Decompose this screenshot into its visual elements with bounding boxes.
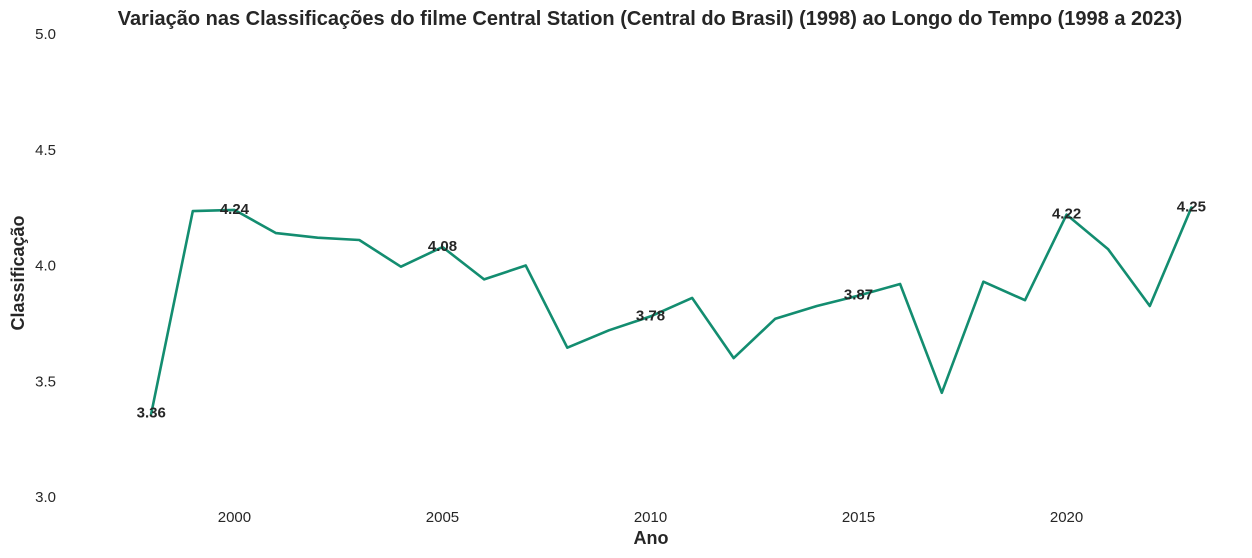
x-axis-ticks: 2000 2005 2010 2015 2020 — [218, 509, 1084, 526]
data-label: 4.22 — [1052, 206, 1081, 223]
data-label: 3.87 — [844, 287, 873, 304]
y-tick-label: 4.0 — [35, 258, 56, 275]
chart-title: Variação nas Classificações do filme Cen… — [118, 8, 1182, 30]
data-label: 3.36 — [137, 405, 166, 422]
y-tick-label: 5.0 — [35, 26, 56, 43]
x-tick-label: 2020 — [1050, 509, 1083, 526]
x-tick-label: 2000 — [218, 509, 251, 526]
x-tick-label: 2010 — [634, 509, 667, 526]
series-line — [149, 206, 1193, 416]
x-axis-label: Ano — [634, 528, 669, 548]
data-label: 4.25 — [1177, 199, 1206, 216]
y-tick-label: 3.5 — [35, 373, 56, 390]
data-label: 4.24 — [220, 201, 250, 218]
x-tick-label: 2015 — [842, 509, 875, 526]
y-tick-label: 4.5 — [35, 142, 56, 159]
x-tick-label: 2005 — [426, 509, 459, 526]
y-tick-label: 3.0 — [35, 489, 56, 506]
y-axis-ticks: 3.0 3.5 4.0 4.5 5.0 — [35, 26, 56, 506]
data-label: 4.08 — [428, 238, 457, 255]
data-label: 3.78 — [636, 307, 665, 324]
y-axis-label: Classificação — [8, 215, 28, 330]
data-labels: 3.36 4.24 4.08 3.78 3.87 4.22 4.25 — [137, 199, 1206, 422]
plot-area — [149, 206, 1193, 416]
